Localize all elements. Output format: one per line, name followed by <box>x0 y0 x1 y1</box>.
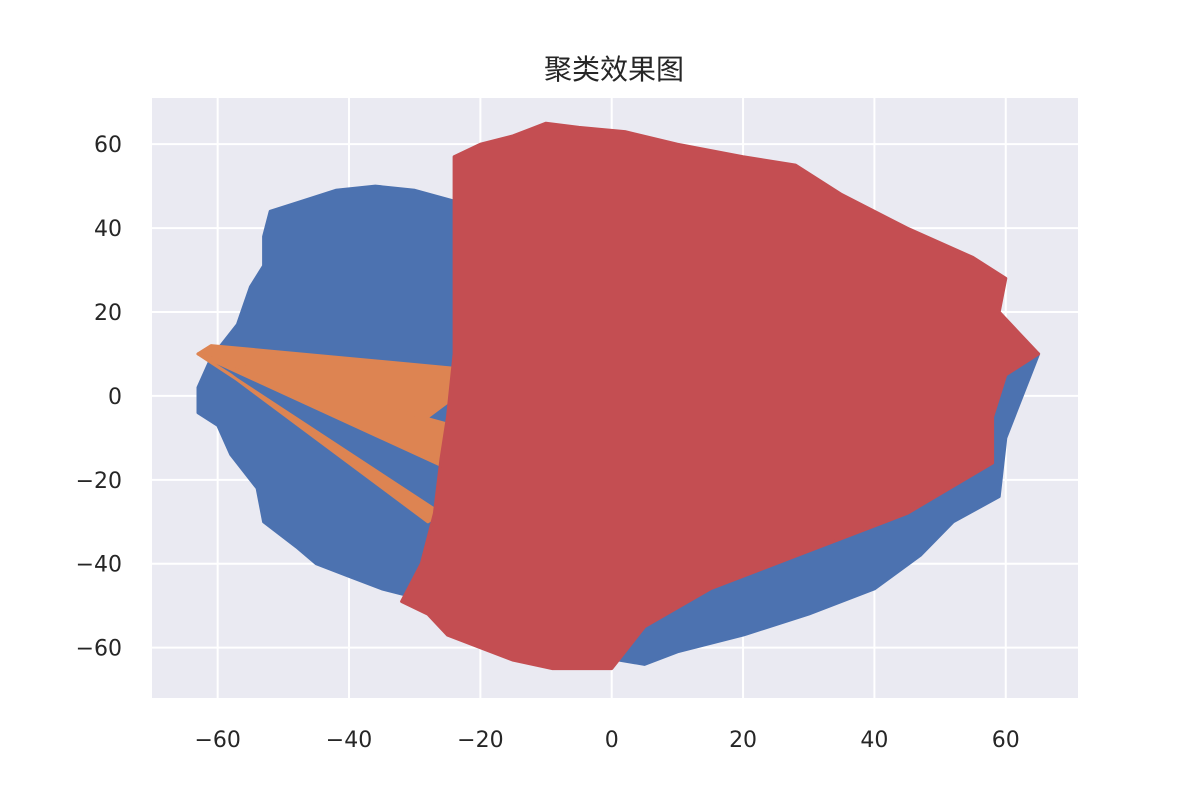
cluster-2-shape <box>400 121 1041 671</box>
x-tick-label: 20 <box>729 728 757 753</box>
y-tick-label: 40 <box>94 217 122 242</box>
x-tick-label: 40 <box>860 728 888 753</box>
x-tick-label: −40 <box>326 728 372 753</box>
x-tick-label: −20 <box>457 728 503 753</box>
x-axis-ticks: −60 −40 −20 0 20 40 60 <box>194 728 1019 753</box>
series-cluster-1 <box>196 344 482 524</box>
series-layer <box>196 121 1041 671</box>
y-tick-label: −60 <box>76 637 122 662</box>
x-tick-label: 0 <box>605 728 619 753</box>
y-axis-ticks: −60 −40 −20 0 20 40 60 <box>76 133 122 661</box>
y-tick-label: 0 <box>108 385 122 410</box>
x-tick-label: 60 <box>992 728 1020 753</box>
y-tick-label: 60 <box>94 133 122 158</box>
x-tick-label: −60 <box>194 728 240 753</box>
cluster-1-shape <box>196 352 443 524</box>
chart-title: 聚类效果图 <box>544 53 684 86</box>
y-tick-label: 20 <box>94 301 122 326</box>
y-tick-label: −20 <box>76 469 122 494</box>
y-tick-label: −40 <box>76 553 122 578</box>
series-cluster-2 <box>400 121 1041 671</box>
